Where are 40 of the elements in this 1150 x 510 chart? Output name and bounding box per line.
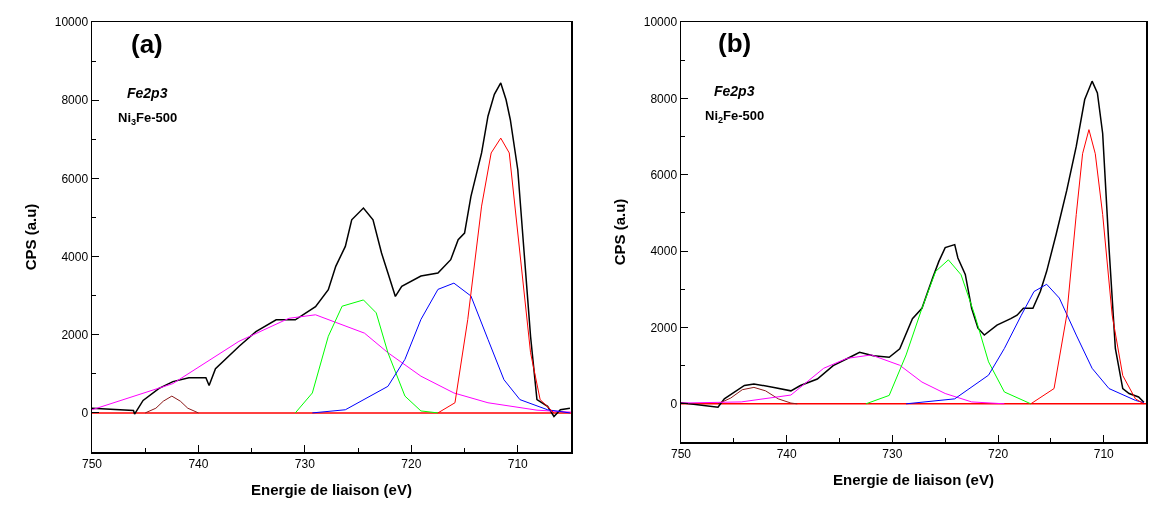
- line-series: [717, 386, 798, 405]
- line-series: [311, 282, 571, 414]
- y-tick-label: 8000: [61, 93, 89, 108]
- line-series: [294, 299, 439, 414]
- line-series: [144, 395, 199, 414]
- annotation: (a): [131, 29, 163, 59]
- y-tick-label: 4000: [650, 244, 678, 259]
- y-tick-label: 0: [81, 406, 89, 421]
- x-tick-label: 710: [1093, 446, 1115, 461]
- annotation: Ni$_{3}$Fe-500: [118, 110, 178, 127]
- y-tick-label: 6000: [650, 167, 678, 182]
- x-axis-title: Energie de liaison (eV): [833, 470, 994, 488]
- x-tick-label: 750: [81, 456, 103, 471]
- line-series: [681, 354, 1005, 405]
- x-tick-label: 740: [776, 446, 798, 461]
- y-tick-label: 0: [670, 397, 678, 412]
- x-tick-label: 750: [670, 446, 692, 461]
- x-axis-title: Energie de liaison (eV): [251, 480, 412, 498]
- y-tick-label: 8000: [650, 91, 678, 106]
- line-series: [865, 259, 1032, 405]
- x-tick-label: 710: [507, 456, 529, 471]
- y-tick-label: 10000: [643, 15, 678, 30]
- annotation: Fe2p3: [714, 83, 755, 99]
- x-tick-label: 720: [401, 456, 422, 471]
- y-tick-label: 4000: [61, 249, 89, 264]
- line-series: [905, 283, 1145, 405]
- line-series: [92, 314, 571, 413]
- y-tick-label: 2000: [61, 327, 89, 342]
- y-axis-title: CPS (a.u): [22, 203, 40, 271]
- y-axis-title: CPS (a.u): [611, 198, 629, 266]
- x-tick-label: 730: [882, 446, 903, 461]
- x-tick-label: 740: [188, 456, 209, 471]
- y-tick-label: 2000: [650, 320, 678, 335]
- x-tick-label: 720: [988, 446, 1009, 461]
- y-tick-label: 10000: [54, 15, 89, 30]
- annotation: Fe2p3: [127, 85, 168, 101]
- y-tick-label: 6000: [61, 171, 89, 186]
- x-tick-label: 730: [294, 456, 316, 471]
- annotation: Ni$_{2}$Fe-500: [705, 108, 765, 125]
- annotation: (b): [718, 28, 752, 58]
